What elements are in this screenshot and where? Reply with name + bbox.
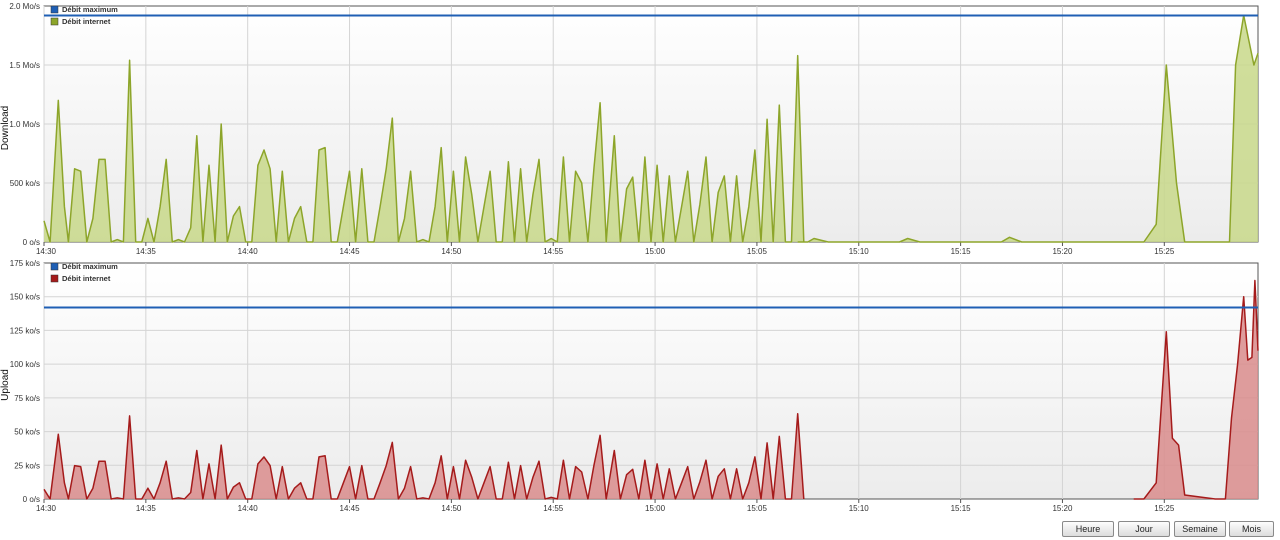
y-tick-label: 0 o/s <box>23 495 40 504</box>
x-tick-label: 15:15 <box>951 504 972 513</box>
legend-label: Débit maximum <box>62 5 118 14</box>
internet-series-b-line <box>1133 279 1259 500</box>
y-tick-label: 500 ko/s <box>10 179 40 188</box>
x-tick-label: 14:40 <box>238 247 259 256</box>
y-tick-label: 75 ko/s <box>14 394 40 403</box>
y-tick-label: 1.0 Mo/s <box>9 120 40 129</box>
y-tick-label: 100 ko/s <box>10 360 40 369</box>
x-tick-label: 14:30 <box>36 247 57 256</box>
x-tick-label: 15:20 <box>1052 247 1073 256</box>
x-tick-label: 15:00 <box>645 504 666 513</box>
x-tick-label: 15:25 <box>1154 247 1175 256</box>
y-axis-label: Upload <box>0 369 11 401</box>
x-tick-label: 14:50 <box>441 504 462 513</box>
x-tick-label: 15:15 <box>951 247 972 256</box>
legend-label: Débit maximum <box>62 262 118 271</box>
x-tick-label: 14:30 <box>36 504 57 513</box>
y-tick-label: 150 ko/s <box>10 293 40 302</box>
y-tick-label: 1.5 Mo/s <box>9 61 40 70</box>
download-chart: 0 o/s 500 ko/s 1.0 Mo/s 1.5 Mo/s 2.0 Mo/s 14:… <box>0 2 1259 256</box>
x-tick-label: 15:20 <box>1052 504 1073 513</box>
x-tick-label: 15:10 <box>849 247 870 256</box>
y-tick-label: 125 ko/s <box>10 326 40 335</box>
x-tick-label: 14:45 <box>340 247 361 256</box>
y-tick-label: 175 ko/s <box>10 259 40 268</box>
internet-series-a-line <box>43 54 805 243</box>
legend-swatch <box>50 17 59 26</box>
x-tick-label: 15:05 <box>747 247 768 256</box>
x-tick-label: 14:35 <box>136 247 157 256</box>
upload-chart: 0 o/s 25 ko/s 50 ko/s 75 ko/s 100 ko/s 125 ko… <box>0 259 1259 513</box>
x-tick-label: 14:55 <box>543 504 564 513</box>
internet-series-a-fill <box>44 413 804 499</box>
x-tick-label: 14:50 <box>441 247 462 256</box>
plot-area <box>43 262 1259 500</box>
legend-label: Débit internet <box>62 17 111 26</box>
internet-series-b-fill <box>797 15 1258 243</box>
x-tick-label: 14:55 <box>543 247 564 256</box>
x-tick-label: 14:35 <box>136 504 157 513</box>
legend-swatch <box>50 5 59 14</box>
legend-label: Débit internet <box>62 274 111 283</box>
week-button[interactable]: Semaine <box>1174 521 1226 537</box>
x-tick-label: 14:45 <box>340 504 361 513</box>
internet-series-a-line <box>43 413 805 500</box>
y-axis-label: Download <box>0 106 11 150</box>
y-tick-label: 25 ko/s <box>14 461 40 470</box>
day-button[interactable]: Jour <box>1118 521 1170 537</box>
internet-series-a-fill <box>44 55 804 242</box>
x-tick-label: 15:10 <box>849 504 870 513</box>
internet-series-b-line <box>797 14 1259 243</box>
y-tick-label: 0 o/s <box>23 238 40 247</box>
y-tick-label: 50 ko/s <box>14 428 40 437</box>
hour-button[interactable]: Heure <box>1062 521 1114 537</box>
y-tick-label: 2.0 Mo/s <box>9 2 40 11</box>
x-tick-label: 15:00 <box>645 247 666 256</box>
legend-swatch <box>50 274 59 283</box>
x-tick-label: 14:40 <box>238 504 259 513</box>
internet-series-b-fill <box>1133 280 1258 499</box>
legend-swatch <box>50 262 59 271</box>
x-tick-label: 15:05 <box>747 504 768 513</box>
x-tick-label: 15:25 <box>1154 504 1175 513</box>
month-button[interactable]: Mois <box>1229 521 1274 537</box>
